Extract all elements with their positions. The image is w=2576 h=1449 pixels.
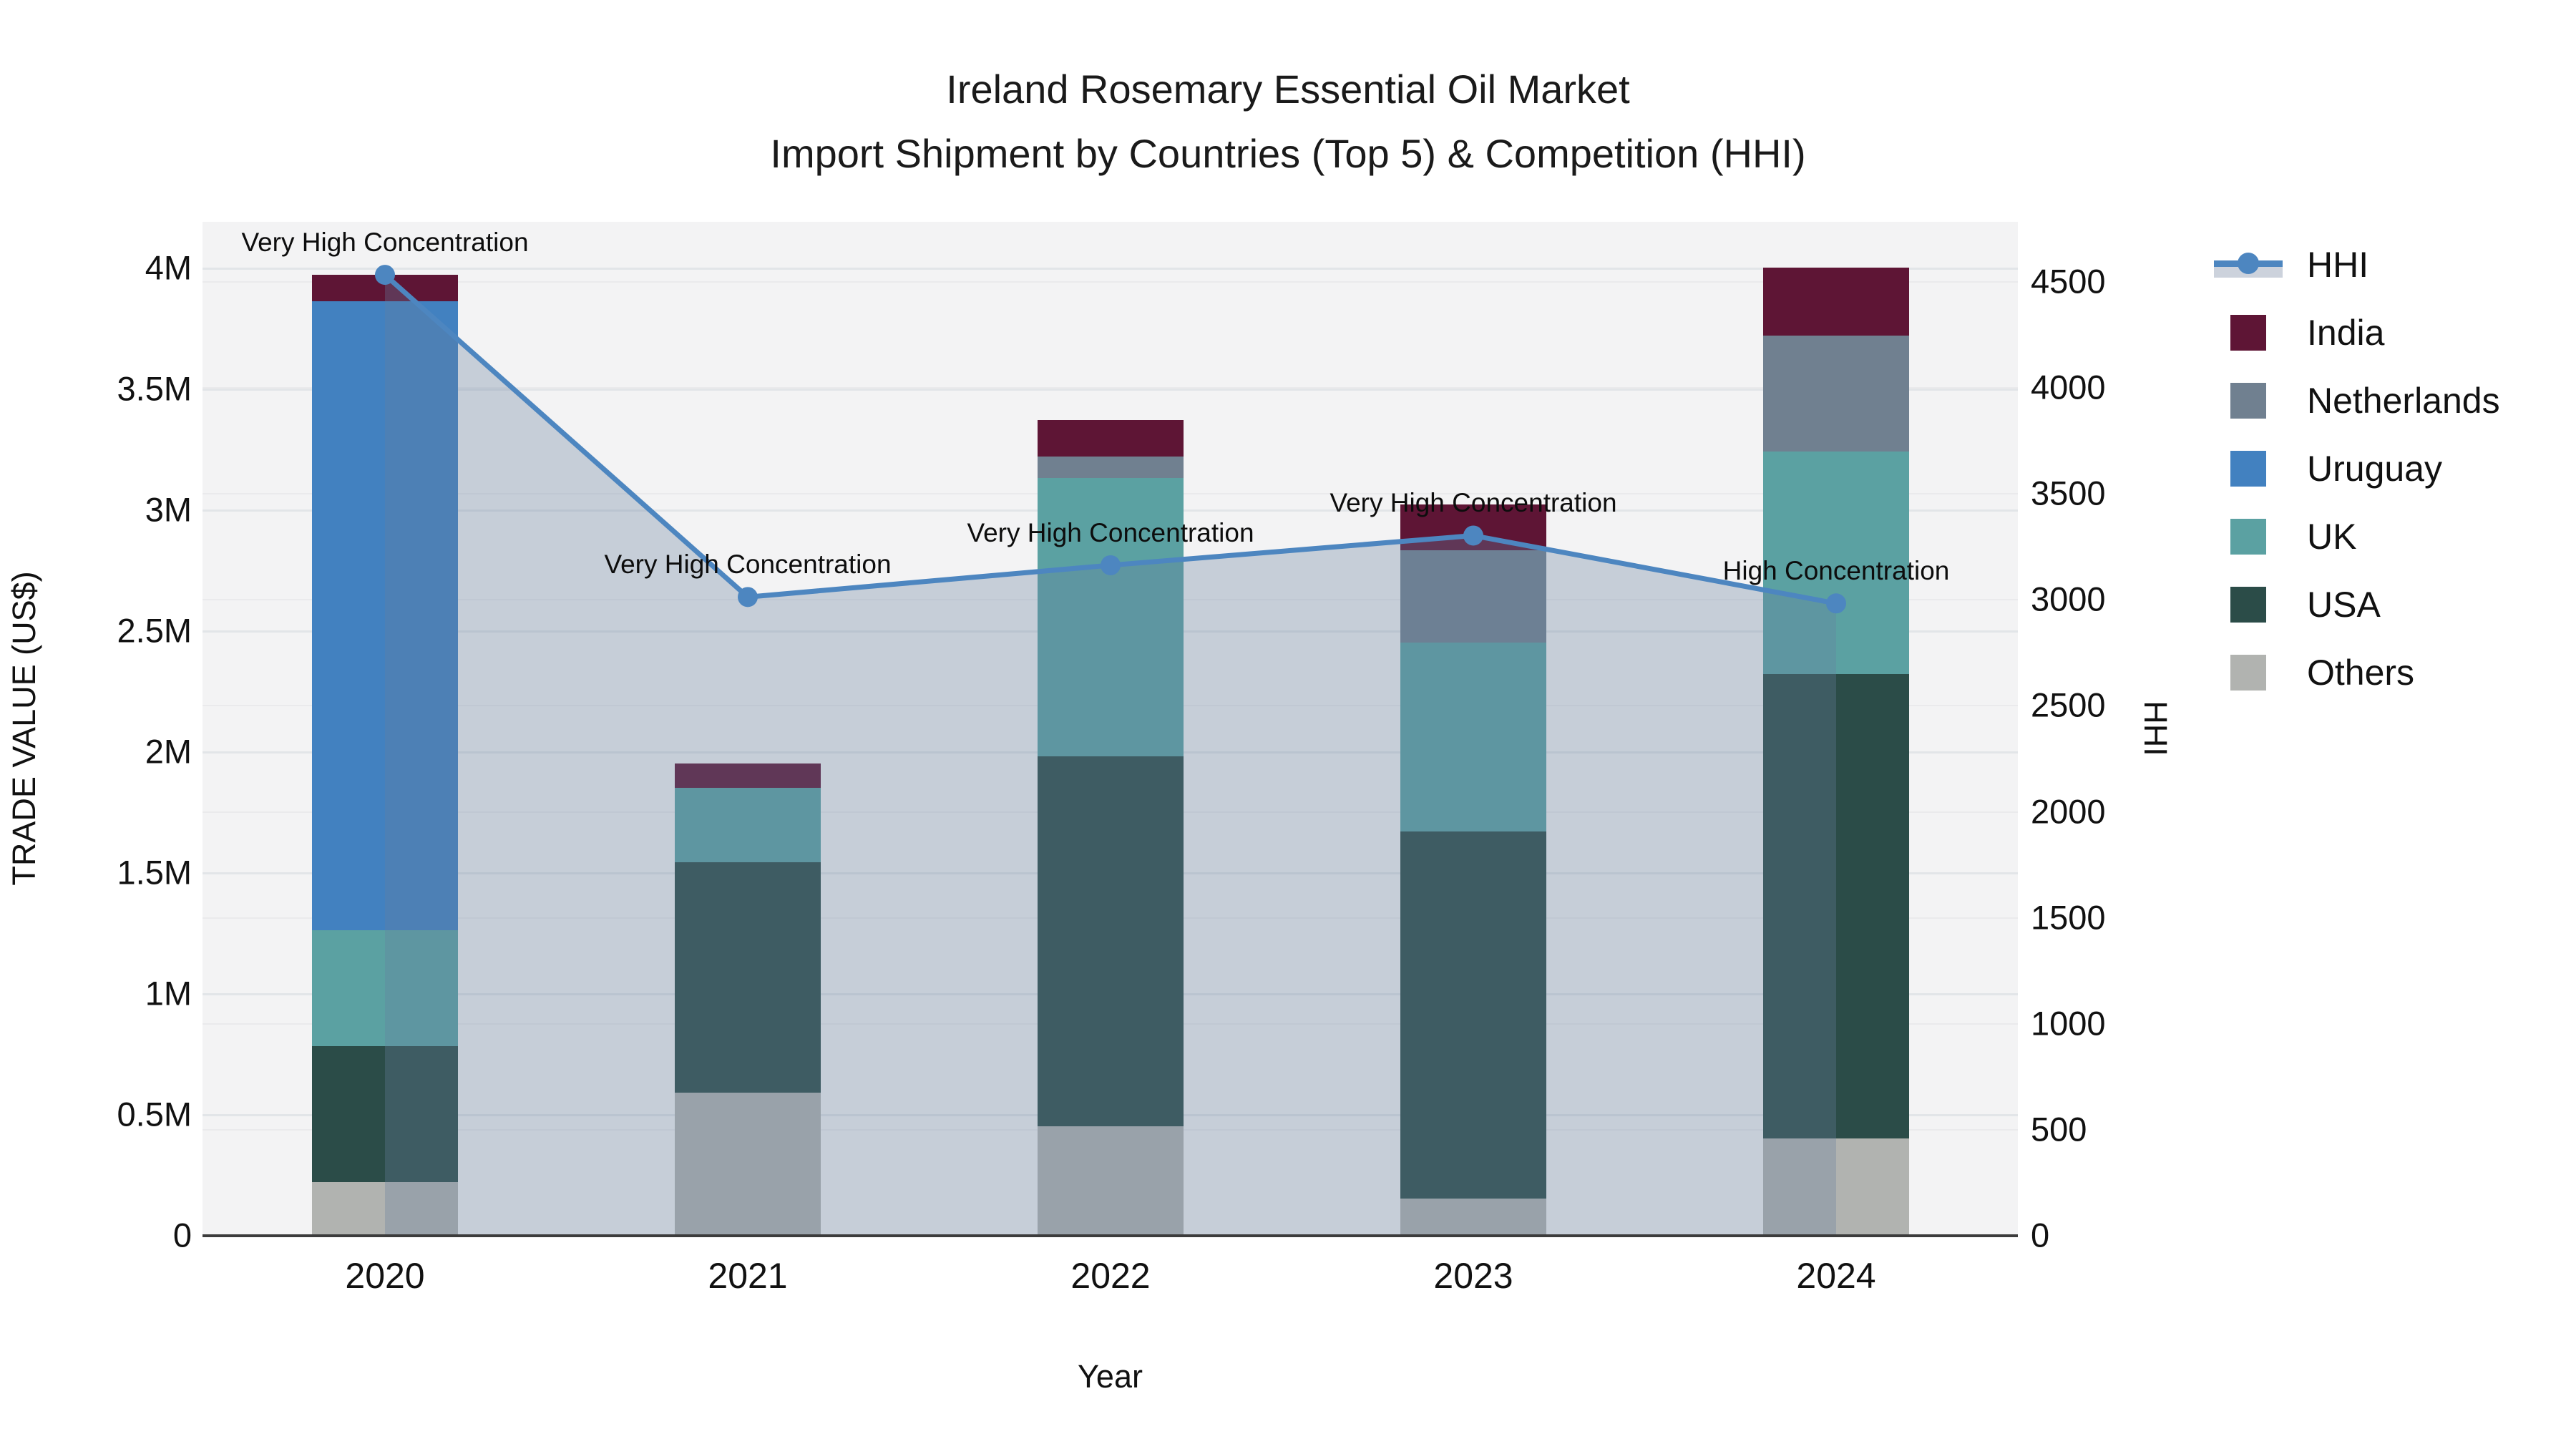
y2-tick-label-2000: 2000	[2031, 792, 2106, 831]
x-axis-title: Year	[1078, 1358, 1143, 1395]
bar-segment-india-2022	[1038, 419, 1184, 457]
gridline-4M	[203, 268, 2018, 270]
y-tick-label-0: 0	[172, 1216, 192, 1254]
y-tick-label-3M: 3M	[145, 490, 192, 529]
y2-tick-label-3000: 3000	[2031, 580, 2106, 618]
hhi-marker-sample	[2238, 252, 2259, 274]
swatch-usa	[2230, 586, 2266, 623]
y2-tick-label-1500: 1500	[2031, 898, 2106, 937]
legend-label-others: Others	[2307, 652, 2415, 693]
gridline-3.5M	[203, 389, 2018, 391]
x-tick-label-2020: 2020	[345, 1256, 425, 1296]
annotation-2023: Very High Concentration	[1330, 488, 1617, 518]
swatch-others	[2230, 654, 2266, 691]
y-tick-label-3.5M: 3.5M	[117, 369, 192, 408]
bar-segment-uk-2021	[675, 787, 821, 863]
y2-tick-label-500: 500	[2031, 1110, 2087, 1148]
legend-item-uk[interactable]: UK	[2212, 502, 2500, 570]
bar-segment-netherlands-2022	[1038, 456, 1184, 479]
legend-label-netherlands: Netherlands	[2307, 380, 2500, 421]
legend-item-india[interactable]: India	[2212, 298, 2500, 366]
annotation-2022: Very High Concentration	[967, 517, 1254, 547]
color-swatch-icon	[2212, 518, 2284, 555]
x-tick-label-2022: 2022	[1070, 1256, 1151, 1296]
annotation-2020: Very High Concentration	[241, 228, 529, 258]
swatch-india	[2230, 314, 2266, 351]
bar-segment-india-2024	[1763, 268, 1909, 336]
hhi-line-icon	[2212, 249, 2284, 280]
swatch-uk	[2230, 518, 2266, 555]
bar-segment-others-2021	[675, 1092, 821, 1235]
y-tick-label-1.5M: 1.5M	[117, 853, 192, 892]
legend-item-netherlands[interactable]: Netherlands	[2212, 366, 2500, 434]
bar-segment-uk-2020	[312, 930, 458, 1047]
y-axis-title: TRADE VALUE (US$)	[6, 571, 42, 886]
y2-axis-title: HHI	[2137, 701, 2174, 756]
plot-area	[203, 222, 2018, 1235]
color-swatch-icon	[2212, 382, 2284, 419]
y2-tick-label-2500: 2500	[2031, 686, 2106, 724]
legend-label-uk: UK	[2307, 516, 2357, 557]
x-tick-label-2024: 2024	[1796, 1256, 1876, 1296]
chart-subtitle: Import Shipment by Countries (Top 5) & C…	[770, 131, 1806, 176]
gridline-hhi-4500	[203, 281, 2018, 283]
annotation-2021: Very High Concentration	[604, 550, 892, 580]
legend-item-others[interactable]: Others	[2212, 638, 2500, 706]
bar-segment-usa-2021	[675, 862, 821, 1093]
x-axis-line	[203, 1234, 2018, 1237]
y-tick-label-2M: 2M	[145, 732, 192, 771]
bar-segment-usa-2022	[1038, 756, 1184, 1126]
legend-label-hhi: HHI	[2307, 244, 2369, 285]
legend-label-usa: USA	[2307, 584, 2381, 625]
color-swatch-icon	[2212, 654, 2284, 691]
bar-segment-india-2020	[312, 275, 458, 302]
y2-tick-label-4500: 4500	[2031, 262, 2106, 301]
x-tick-label-2023: 2023	[1433, 1256, 1513, 1296]
swatch-netherlands	[2230, 382, 2266, 419]
x-tick-label-2021: 2021	[708, 1256, 788, 1296]
bar-segment-usa-2024	[1763, 673, 1909, 1138]
bar-segment-netherlands-2024	[1763, 335, 1909, 452]
y2-tick-label-1000: 1000	[2031, 1004, 2106, 1043]
legend-item-hhi[interactable]: HHI	[2212, 230, 2500, 298]
bar-segment-usa-2020	[312, 1046, 458, 1182]
legend-label-india: India	[2307, 312, 2385, 353]
color-swatch-icon	[2212, 314, 2284, 351]
y-tick-label-1M: 1M	[145, 974, 192, 1013]
y-tick-label-2.5M: 2.5M	[117, 611, 192, 650]
y2-tick-label-3500: 3500	[2031, 474, 2106, 512]
y-tick-label-0.5M: 0.5M	[117, 1095, 192, 1133]
bar-segment-india-2021	[675, 763, 821, 788]
bar-segment-others-2024	[1763, 1138, 1909, 1235]
legend-item-usa[interactable]: USA	[2212, 570, 2500, 638]
legend: HHI India Netherlands Uruguay UK USA Others	[2212, 230, 2500, 706]
annotation-2024: High Concentration	[1722, 556, 1950, 586]
hhi-legend-sample	[2214, 249, 2283, 280]
bar-segment-others-2020	[312, 1181, 458, 1235]
y2-tick-label-4000: 4000	[2031, 368, 2106, 406]
swatch-uruguay	[2230, 450, 2266, 487]
bar-segment-netherlands-2023	[1400, 550, 1546, 643]
chart-title: Ireland Rosemary Essential Oil Market	[946, 67, 1630, 112]
y-tick-label-4M: 4M	[145, 248, 192, 287]
color-swatch-icon	[2212, 586, 2284, 623]
legend-item-uruguay[interactable]: Uruguay	[2212, 434, 2500, 502]
y2-tick-label-0: 0	[2031, 1216, 2050, 1254]
bar-segment-others-2023	[1400, 1199, 1546, 1235]
bar-segment-uk-2023	[1400, 642, 1546, 831]
bar-segment-uruguay-2020	[312, 301, 458, 931]
bar-segment-others-2022	[1038, 1126, 1184, 1235]
bar-segment-usa-2023	[1400, 831, 1546, 1199]
color-swatch-icon	[2212, 450, 2284, 487]
legend-label-uruguay: Uruguay	[2307, 448, 2442, 489]
